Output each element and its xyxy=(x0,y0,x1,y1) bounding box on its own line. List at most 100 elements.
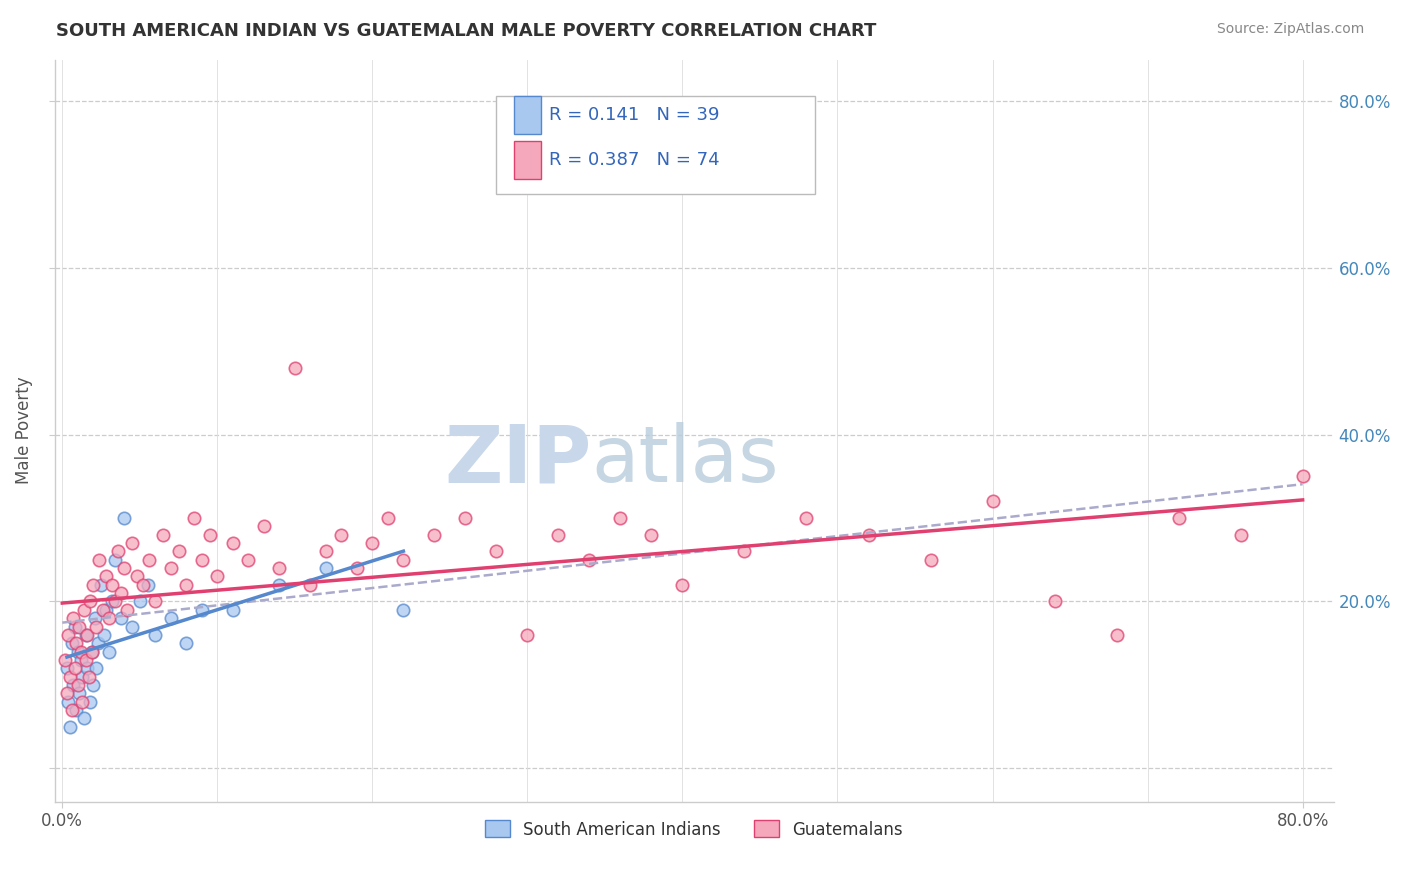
Point xyxy=(70,644,93,658)
Text: ZIP: ZIP xyxy=(444,421,592,500)
Point xyxy=(94,603,117,617)
Point xyxy=(1105,628,1128,642)
Point xyxy=(82,678,104,692)
Text: atlas: atlas xyxy=(592,422,779,499)
Point xyxy=(55,653,77,667)
Point xyxy=(191,603,214,617)
Point xyxy=(73,711,96,725)
Point xyxy=(222,603,245,617)
Point xyxy=(284,361,307,376)
Point xyxy=(143,594,166,608)
Point xyxy=(59,669,82,683)
Point xyxy=(1229,528,1251,542)
Point xyxy=(132,578,155,592)
Point xyxy=(315,544,337,558)
Point xyxy=(207,569,229,583)
Point xyxy=(60,636,83,650)
Point xyxy=(377,511,399,525)
Point xyxy=(330,528,353,542)
Legend: South American Indians, Guatemalans: South American Indians, Guatemalans xyxy=(478,814,910,846)
Point xyxy=(62,611,84,625)
Point xyxy=(65,703,87,717)
Point xyxy=(578,553,600,567)
Point xyxy=(128,594,150,608)
Point xyxy=(346,561,368,575)
Point xyxy=(1043,594,1066,608)
Point xyxy=(222,536,245,550)
Point xyxy=(101,578,124,592)
Point xyxy=(640,528,662,542)
Point xyxy=(66,678,89,692)
Point xyxy=(183,511,205,525)
Point xyxy=(1167,511,1189,525)
Point xyxy=(392,553,415,567)
Point xyxy=(63,661,86,675)
Point xyxy=(62,678,84,692)
Point xyxy=(110,586,132,600)
Point xyxy=(121,536,143,550)
Point xyxy=(72,694,94,708)
Point xyxy=(269,561,291,575)
Point xyxy=(59,720,82,734)
Point xyxy=(79,694,101,708)
Point xyxy=(454,511,477,525)
Point xyxy=(125,569,148,583)
Point xyxy=(56,686,79,700)
Point xyxy=(97,644,120,658)
Point xyxy=(858,528,880,542)
Point xyxy=(238,553,260,567)
Point xyxy=(63,619,86,633)
Point xyxy=(547,528,569,542)
Point xyxy=(93,628,115,642)
Point xyxy=(167,544,190,558)
Point xyxy=(66,644,89,658)
Point xyxy=(83,611,105,625)
Point xyxy=(609,511,631,525)
Point xyxy=(733,544,755,558)
Point xyxy=(138,553,160,567)
Point xyxy=(82,578,104,592)
Point xyxy=(269,578,291,592)
Point xyxy=(58,628,80,642)
Point xyxy=(86,661,108,675)
Point xyxy=(159,611,181,625)
Point xyxy=(299,578,322,592)
Point xyxy=(1291,469,1313,483)
Point xyxy=(86,619,108,633)
Point xyxy=(361,536,384,550)
Point xyxy=(104,594,127,608)
Text: R = 0.141   N = 39: R = 0.141 N = 39 xyxy=(550,106,720,124)
Point xyxy=(107,544,129,558)
Point xyxy=(89,553,111,567)
Text: R = 0.387   N = 74: R = 0.387 N = 74 xyxy=(550,151,720,169)
Point xyxy=(191,553,214,567)
Point xyxy=(198,528,221,542)
Point xyxy=(485,544,508,558)
Point xyxy=(58,694,80,708)
Point xyxy=(981,494,1004,508)
Point xyxy=(70,653,93,667)
Point xyxy=(97,611,120,625)
Point xyxy=(176,578,198,592)
Point xyxy=(136,578,159,592)
Point xyxy=(65,636,87,650)
Point xyxy=(796,511,818,525)
Point xyxy=(87,636,110,650)
Text: SOUTH AMERICAN INDIAN VS GUATEMALAN MALE POVERTY CORRELATION CHART: SOUTH AMERICAN INDIAN VS GUATEMALAN MALE… xyxy=(56,22,876,40)
Point xyxy=(73,603,96,617)
Point xyxy=(67,619,90,633)
Point xyxy=(159,561,181,575)
Y-axis label: Male Poverty: Male Poverty xyxy=(15,376,32,484)
Point xyxy=(671,578,693,592)
Point xyxy=(104,553,127,567)
Point xyxy=(253,519,276,533)
Point xyxy=(94,569,117,583)
Point xyxy=(176,636,198,650)
Point xyxy=(75,653,97,667)
Point xyxy=(91,603,114,617)
Point xyxy=(101,594,124,608)
Point xyxy=(315,561,337,575)
Point xyxy=(112,511,135,525)
Point xyxy=(79,594,101,608)
Point xyxy=(76,628,98,642)
